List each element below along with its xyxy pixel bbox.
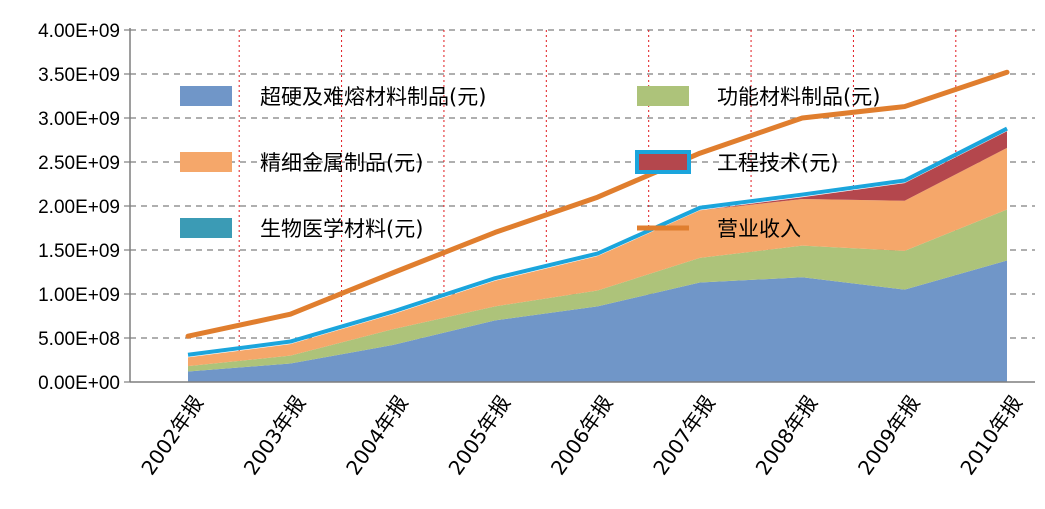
legend-swatch bbox=[180, 152, 232, 172]
y-tick-label: 1.50E+09 bbox=[38, 241, 120, 262]
x-axis-ticks: 2002年报 2003年报 2004年报 2005年报 2006年报 2007年报 2008… bbox=[136, 391, 1027, 479]
y-tick-label: 4.00E+09 bbox=[38, 21, 120, 42]
y-axis-ticks: 0.00E+00 5.00E+08 1.00E+09 1.50E+09 2.00E+09… bbox=[38, 21, 130, 394]
legend-label: 营业收入 bbox=[717, 217, 801, 241]
legend-label: 超硬及难熔材料制品(元) bbox=[260, 85, 486, 109]
y-tick-label: 1.00E+09 bbox=[38, 285, 120, 306]
y-tick-label: 2.50E+09 bbox=[38, 153, 120, 174]
y-tick-label: 0.00E+00 bbox=[38, 373, 120, 394]
x-tick-label: 2009年报 bbox=[853, 391, 925, 479]
legend-item: 营业收入 bbox=[637, 217, 801, 241]
legend-item: 精细金属制品(元) bbox=[180, 151, 423, 175]
y-tick-label: 3.50E+09 bbox=[38, 65, 120, 86]
x-tick-label: 2005年报 bbox=[443, 391, 515, 479]
legend-label: 功能材料制品(元) bbox=[717, 85, 880, 109]
area-series bbox=[187, 126, 1008, 382]
x-tick-label: 2004年报 bbox=[341, 391, 413, 479]
legend-item: 工程技术(元) bbox=[635, 150, 838, 175]
series-超硬及难熔材料制品(元) bbox=[188, 260, 1007, 382]
legend-swatch bbox=[180, 86, 232, 106]
legend-label: 工程技术(元) bbox=[717, 151, 838, 175]
x-tick-label: 2010年报 bbox=[955, 391, 1027, 479]
x-tick-label: 2007年报 bbox=[648, 391, 720, 479]
legend-swatch bbox=[637, 86, 689, 106]
y-tick-label: 5.00E+08 bbox=[38, 329, 120, 350]
legend-swatch bbox=[635, 150, 691, 174]
legend-item: 超硬及难熔材料制品(元) bbox=[180, 85, 486, 109]
series-精细金属制品(元) bbox=[188, 147, 1007, 367]
series-营业收入 bbox=[185, 69, 1010, 339]
legend-label: 精细金属制品(元) bbox=[260, 151, 423, 175]
x-tick-label: 2002年报 bbox=[136, 391, 208, 479]
legend-label: 生物医学材料(元) bbox=[260, 217, 423, 241]
y-tick-label: 3.00E+09 bbox=[38, 109, 120, 130]
x-tick-label: 2003年报 bbox=[239, 391, 311, 479]
line-series bbox=[185, 69, 1010, 339]
legend-item: 生物医学材料(元) bbox=[180, 217, 423, 241]
legend-item: 功能材料制品(元) bbox=[637, 85, 880, 109]
y-tick-label: 2.00E+09 bbox=[38, 197, 120, 218]
x-tick-label: 2008年报 bbox=[751, 391, 823, 479]
series-生物医学材料(元) bbox=[187, 126, 1008, 357]
x-tick-label: 2006年报 bbox=[546, 391, 618, 479]
legend: 超硬及难熔材料制品(元) 功能材料制品(元) 精细金属制品(元) 工程技术(元) 生物医… bbox=[180, 85, 880, 241]
legend-swatch bbox=[180, 218, 232, 238]
axes bbox=[129, 28, 1035, 383]
